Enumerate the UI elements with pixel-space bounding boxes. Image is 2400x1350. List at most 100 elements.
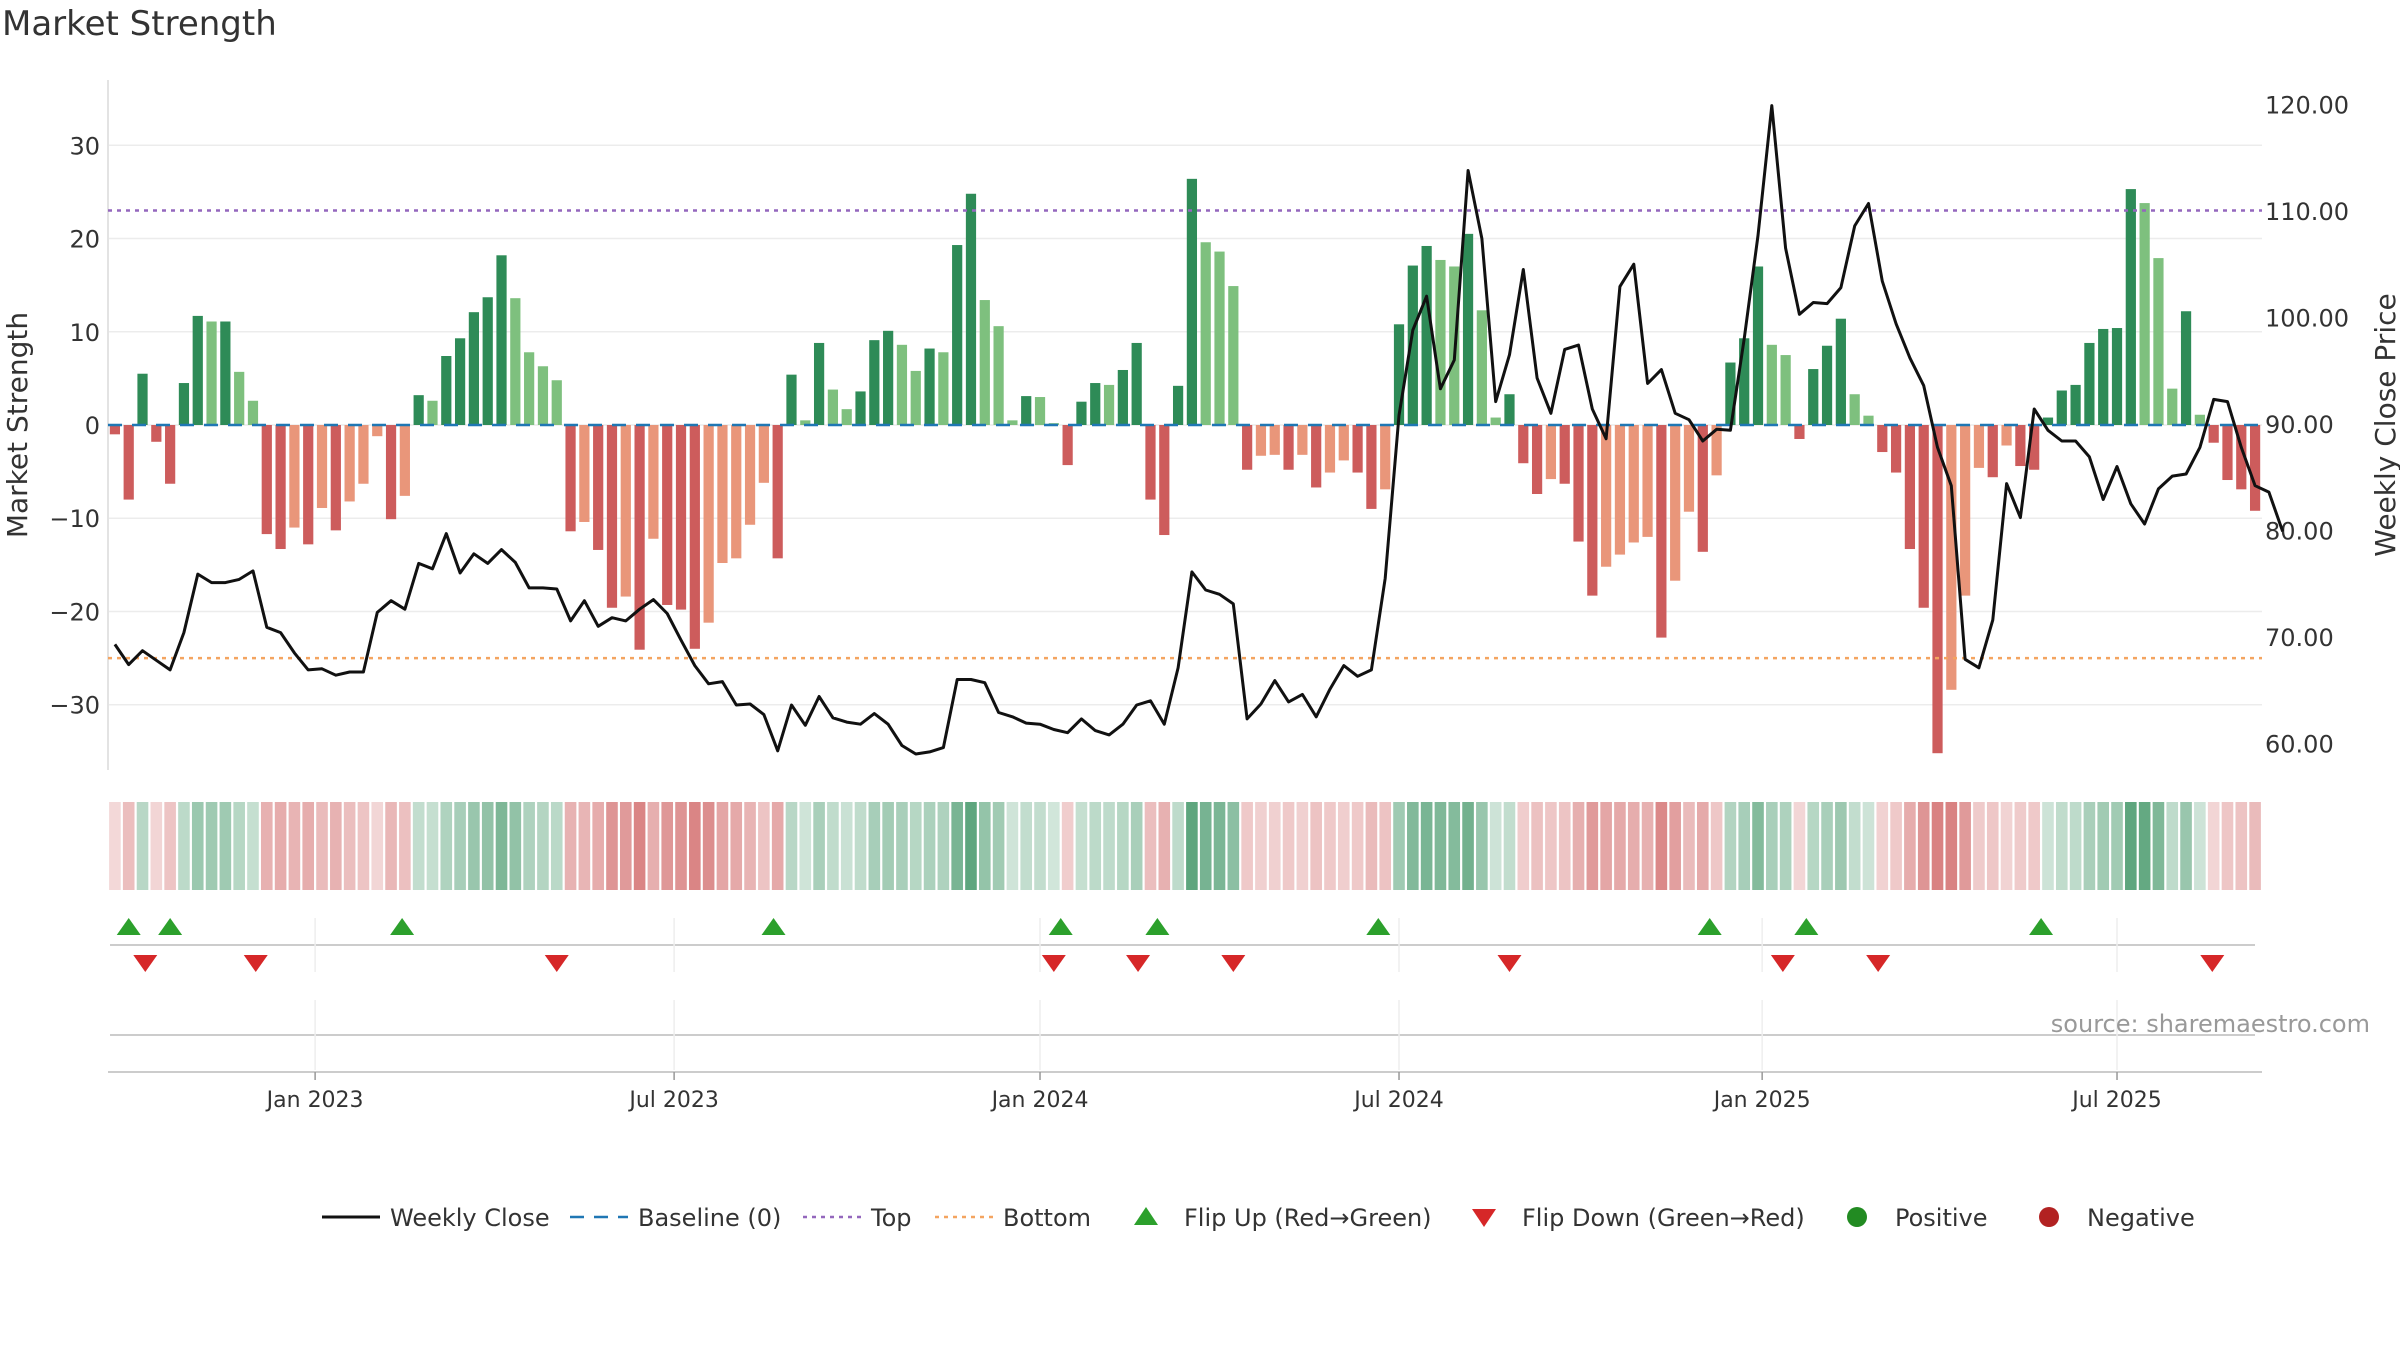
strength-bar <box>703 425 714 623</box>
heat-cell <box>109 802 121 890</box>
strength-bar <box>979 300 990 425</box>
strength-bar <box>1573 425 1584 542</box>
heat-cell <box>2221 802 2234 890</box>
strength-bar <box>1656 425 1667 638</box>
flip-up-marker <box>761 918 786 935</box>
heat-cell <box>2207 802 2220 890</box>
heat-cell <box>564 802 577 890</box>
strength-bar <box>620 425 631 597</box>
flip-up-marker <box>2029 918 2054 935</box>
legend-item: Top <box>803 1204 912 1232</box>
strength-bar <box>1324 425 1336 473</box>
y-tick-label: −30 <box>49 692 100 720</box>
heat-cell <box>578 802 591 890</box>
strength-bar <box>2222 425 2233 481</box>
strength-bar <box>1435 259 1446 425</box>
strength-bar <box>2167 388 2178 425</box>
heat-cell <box>1586 802 1599 890</box>
strength-bar <box>827 389 839 425</box>
strength-bar <box>2194 414 2205 425</box>
heat-cell <box>1034 802 1046 890</box>
flip-up-marker <box>390 918 415 935</box>
heat-cell <box>965 802 977 890</box>
heat-cell <box>744 802 756 890</box>
strength-bars <box>109 178 2261 754</box>
heat-cell <box>1434 802 1447 890</box>
flip-up-marker <box>158 918 183 935</box>
strength-bar <box>2180 311 2192 425</box>
heat-cell <box>440 802 453 890</box>
strength-bar <box>2236 425 2247 490</box>
heat-cell <box>2235 802 2248 890</box>
heat-cell <box>2083 802 2096 890</box>
heat-cell <box>799 802 812 890</box>
strength-bar <box>1794 425 1805 439</box>
strength-bar <box>1766 344 1777 425</box>
strength-bar <box>1090 383 1101 425</box>
strength-bar <box>2001 425 2012 446</box>
strength-bar <box>1752 266 1764 425</box>
x-tick-label: Jan 2023 <box>265 1088 364 1113</box>
heat-cell <box>1641 802 1654 890</box>
heat-cell <box>1890 802 1902 890</box>
heat-cell <box>426 802 439 890</box>
heat-cell <box>371 802 384 890</box>
heat-cell <box>1724 802 1737 890</box>
x-tick-label: Jan 2024 <box>990 1088 1089 1113</box>
reference-lines <box>108 209 2262 660</box>
heat-cell <box>1503 802 1516 890</box>
strength-bar <box>234 371 245 425</box>
weekly-close-line <box>113 104 2285 756</box>
heat-cell <box>316 802 328 890</box>
strength-bar <box>606 425 618 608</box>
heat-cell <box>385 802 397 890</box>
heat-cell <box>1268 802 1281 890</box>
legend-label: Weekly Close <box>390 1204 550 1232</box>
y-tick-label: 20 <box>69 226 100 254</box>
heat-cell <box>1158 802 1171 890</box>
flip-down-marker <box>1041 955 1066 972</box>
strength-bar <box>965 193 977 425</box>
legend-flip-down-swatch <box>1472 1209 1496 1227</box>
strength-bar <box>1255 425 1267 456</box>
flip-up-marker <box>1697 918 1722 935</box>
strength-bar <box>289 425 300 528</box>
strength-bar <box>1601 425 1612 567</box>
strength-bar <box>772 425 783 559</box>
heat-cell <box>1282 802 1295 890</box>
heat-cell <box>896 802 908 890</box>
heat-cell <box>909 802 922 890</box>
flip-up-marker <box>1366 918 1391 935</box>
heat-cell <box>1089 802 1102 890</box>
heat-cell <box>1766 802 1778 890</box>
strength-bar <box>1545 425 1557 480</box>
heat-cell <box>592 802 604 890</box>
strength-bar <box>1863 415 1874 425</box>
heat-cell <box>2069 802 2082 890</box>
heat-cell <box>1476 802 1488 890</box>
x-tick-label: Jul 2023 <box>627 1088 719 1113</box>
strength-bar <box>1821 345 1833 425</box>
heat-cell <box>1779 802 1792 890</box>
heat-cell <box>1696 802 1709 890</box>
heat-cell <box>1614 802 1626 890</box>
strength-bar <box>1490 417 1501 425</box>
heat-cell <box>730 802 743 890</box>
strength-bar <box>1242 425 1253 470</box>
strength-bar <box>869 340 880 425</box>
strength-bar <box>1725 362 1736 425</box>
heat-cell <box>882 802 894 890</box>
strength-bar <box>2015 425 2026 467</box>
heat-cell <box>343 802 356 890</box>
heat-cell <box>2014 802 2027 890</box>
strength-bar <box>510 298 521 425</box>
heat-cell <box>1959 802 1971 890</box>
flip-down-marker <box>1126 955 1151 972</box>
strength-bar <box>2084 342 2095 425</box>
heat-cell <box>150 802 163 890</box>
strength-bar <box>303 425 314 545</box>
heat-cell <box>247 802 259 890</box>
strength-bar <box>883 330 894 425</box>
heat-cell <box>1793 802 1806 890</box>
strength-bar <box>731 425 742 559</box>
